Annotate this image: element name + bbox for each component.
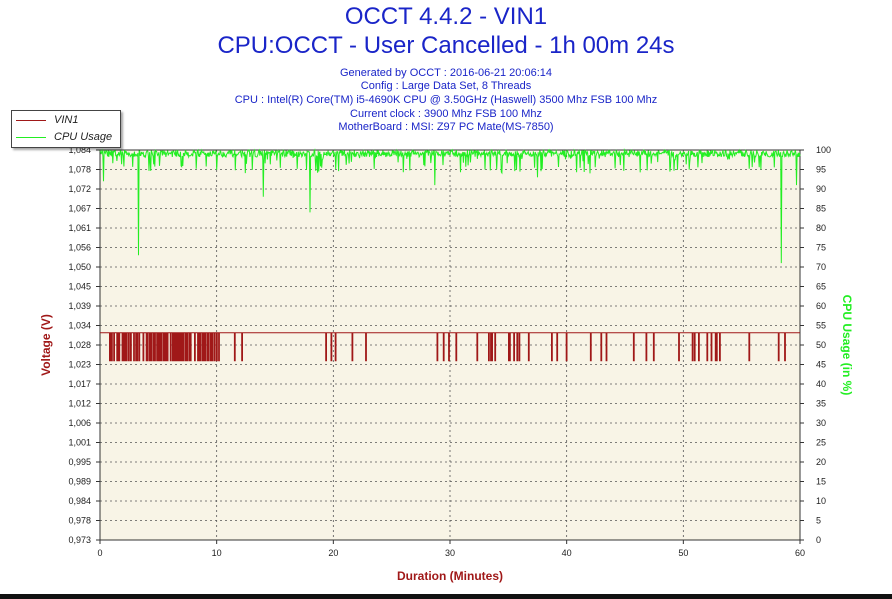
x-tick-label: 50 bbox=[678, 548, 688, 558]
y-right-tick-label: 100 bbox=[816, 145, 831, 155]
y-left-tick-label: 1,072 bbox=[68, 184, 91, 194]
y-right-tick-label: 60 bbox=[816, 301, 826, 311]
y-left-tick-label: 0,989 bbox=[68, 477, 91, 487]
y-right-tick-label: 35 bbox=[816, 399, 826, 409]
y-right-tick-label: 15 bbox=[816, 477, 826, 487]
y-right-tick-label: 45 bbox=[816, 360, 826, 370]
y-right-tick-label: 70 bbox=[816, 262, 826, 272]
y-right-tick-label: 50 bbox=[816, 340, 826, 350]
y-right-tick-label: 20 bbox=[816, 457, 826, 467]
legend-item-cpu-usage: CPU Usage bbox=[16, 130, 112, 144]
y-left-tick-label: 1,017 bbox=[68, 379, 91, 389]
bottom-rule bbox=[0, 594, 892, 599]
y-right-tick-label: 90 bbox=[816, 184, 826, 194]
y-left-tick-label: 1,078 bbox=[68, 165, 91, 175]
legend-swatch-vin1 bbox=[16, 120, 46, 121]
x-axis-label: Duration (Minutes) bbox=[397, 569, 503, 583]
x-tick-label: 30 bbox=[445, 548, 455, 558]
legend-swatch-cpu-usage bbox=[16, 137, 46, 138]
y-left-tick-label: 1,034 bbox=[68, 321, 91, 331]
y-right-tick-label: 5 bbox=[816, 516, 821, 526]
legend-item-vin1: VIN1 bbox=[16, 113, 78, 127]
y-left-tick-label: 0,984 bbox=[68, 496, 91, 506]
legend: VIN1 CPU Usage bbox=[11, 110, 121, 148]
y-left-tick-label: 1,056 bbox=[68, 243, 91, 253]
y-left-tick-label: 1,006 bbox=[68, 418, 91, 428]
y-right-tick-label: 30 bbox=[816, 418, 826, 428]
y-left-tick-label: 1,039 bbox=[68, 301, 91, 311]
x-tick-label: 20 bbox=[328, 548, 338, 558]
y-right-tick-label: 75 bbox=[816, 243, 826, 253]
y-axis-label-right: CPU Usage (in %) bbox=[840, 295, 854, 396]
y-left-tick-label: 1,050 bbox=[68, 262, 91, 272]
y-right-tick-label: 55 bbox=[816, 321, 826, 331]
y-left-tick-label: 0,973 bbox=[68, 535, 91, 545]
y-right-tick-label: 10 bbox=[816, 496, 826, 506]
y-right-tick-label: 25 bbox=[816, 438, 826, 448]
y-left-tick-label: 1,067 bbox=[68, 204, 91, 214]
y-left-tick-label: 1,045 bbox=[68, 282, 91, 292]
y-left-tick-label: 0,995 bbox=[68, 457, 91, 467]
y-right-tick-label: 80 bbox=[816, 223, 826, 233]
legend-label-cpu-usage: CPU Usage bbox=[54, 131, 112, 143]
y-axis-label-left: Voltage (V) bbox=[39, 314, 53, 376]
x-tick-label: 60 bbox=[795, 548, 805, 558]
x-tick-label: 10 bbox=[212, 548, 222, 558]
y-right-tick-label: 65 bbox=[816, 282, 826, 292]
y-right-tick-label: 0 bbox=[816, 535, 821, 545]
x-tick-label: 0 bbox=[97, 548, 102, 558]
x-tick-label: 40 bbox=[562, 548, 572, 558]
y-left-tick-label: 1,061 bbox=[68, 223, 91, 233]
y-left-tick-label: 1,023 bbox=[68, 360, 91, 370]
y-left-tick-label: 1,028 bbox=[68, 340, 91, 350]
y-left-tick-label: 1,001 bbox=[68, 438, 91, 448]
y-right-tick-label: 95 bbox=[816, 165, 826, 175]
legend-label-vin1: VIN1 bbox=[54, 114, 78, 126]
y-left-tick-label: 1,012 bbox=[68, 399, 91, 409]
y-right-tick-label: 40 bbox=[816, 379, 826, 389]
y-right-tick-label: 85 bbox=[816, 204, 826, 214]
y-left-tick-label: 0,978 bbox=[68, 516, 91, 526]
